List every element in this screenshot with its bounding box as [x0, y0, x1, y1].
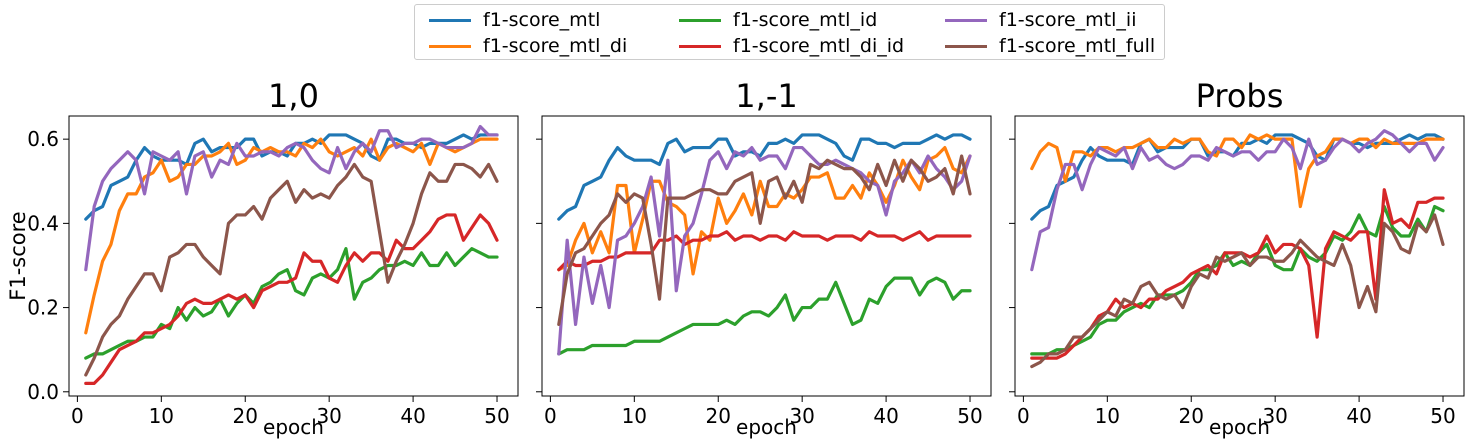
series-line-3 — [1030, 204, 1445, 356]
x-tick-label: 0 — [71, 404, 84, 428]
legend-item-mtl-id: f1-score_mtl_id — [679, 7, 877, 33]
x-tick-label: 50 — [484, 404, 509, 428]
series-line-3 — [84, 247, 499, 360]
legend-item-mtl-di-id: f1-score_mtl_di_id — [679, 33, 904, 59]
series-line-6 — [84, 162, 499, 377]
legend-swatch — [679, 44, 721, 48]
series-line-6 — [557, 154, 972, 327]
y-tick-label: 0.0 — [27, 380, 59, 404]
x-tick-label: 40 — [873, 404, 898, 428]
y-axis-label: F1-score — [6, 211, 30, 300]
x-tick-label: 30 — [789, 404, 814, 428]
axes-frame-3 — [1014, 115, 1465, 397]
series-line-5 — [84, 124, 499, 272]
series-line-1 — [84, 133, 499, 221]
series-line-6 — [1030, 213, 1445, 369]
x-axis-label: epoch — [1209, 415, 1270, 439]
legend-swatch — [945, 44, 987, 48]
x-tick-label: 20 — [233, 404, 258, 428]
legend-label: f1-score_mtl — [483, 9, 601, 31]
panel-title: Probs — [1196, 77, 1284, 115]
legend-swatch — [429, 44, 471, 48]
x-tick-label: 40 — [400, 404, 425, 428]
series-line-4 — [557, 230, 972, 272]
legend-swatch — [429, 18, 471, 22]
x-axis-label: epoch — [263, 415, 324, 439]
series-line-2 — [84, 137, 499, 335]
legend: f1-score_mtl f1-score_mtl_di f1-score_mt… — [414, 4, 1165, 60]
axes-frame-1 — [68, 115, 519, 397]
x-tick-label: 0 — [544, 404, 557, 428]
y-tick-label: 0.2 — [27, 296, 59, 320]
series-line-2 — [1030, 133, 1445, 209]
legend-swatch — [679, 18, 721, 22]
axes-frame-2 — [541, 115, 992, 397]
x-tick-label: 10 — [622, 404, 647, 428]
y-tick-label: 0.6 — [27, 127, 59, 151]
x-tick-label: 50 — [957, 404, 982, 428]
legend-label: f1-score_mtl_di_id — [733, 35, 905, 57]
series-line-2 — [557, 145, 972, 276]
legend-item-mtl-ii: f1-score_mtl_ii — [945, 7, 1136, 33]
series-line-5 — [1030, 129, 1445, 272]
series-line-4 — [1030, 188, 1445, 360]
x-tick-label: 10 — [149, 404, 174, 428]
legend-label: f1-score_mtl_ii — [999, 9, 1137, 31]
x-axis-label: epoch — [736, 415, 797, 439]
x-tick-label: 50 — [1430, 404, 1455, 428]
legend-label: f1-score_mtl_id — [733, 9, 878, 31]
series-line-3 — [557, 276, 972, 356]
x-tick-label: 20 — [1179, 404, 1204, 428]
x-tick-label: 40 — [1346, 404, 1371, 428]
x-tick-label: 30 — [316, 404, 341, 428]
panel-title: 1,0 — [268, 77, 319, 115]
x-tick-label: 0 — [1017, 404, 1030, 428]
panel-title: 1,-1 — [735, 77, 797, 115]
series-line-4 — [84, 213, 499, 385]
series-line-5 — [557, 145, 972, 356]
x-tick-label: 20 — [706, 404, 731, 428]
legend-label: f1-score_mtl_full — [999, 35, 1156, 57]
legend-label: f1-score_mtl_di — [483, 35, 628, 57]
legend-item-mtl: f1-score_mtl — [429, 7, 600, 33]
legend-swatch — [945, 18, 987, 22]
legend-item-mtl-di: f1-score_mtl_di — [429, 33, 627, 59]
x-tick-label: 30 — [1262, 404, 1287, 428]
y-tick-label: 0.4 — [27, 211, 59, 235]
series-line-1 — [557, 133, 972, 221]
legend-item-mtl-full: f1-score_mtl_full — [945, 33, 1155, 59]
series-line-1 — [1030, 133, 1445, 221]
x-tick-label: 10 — [1095, 404, 1120, 428]
